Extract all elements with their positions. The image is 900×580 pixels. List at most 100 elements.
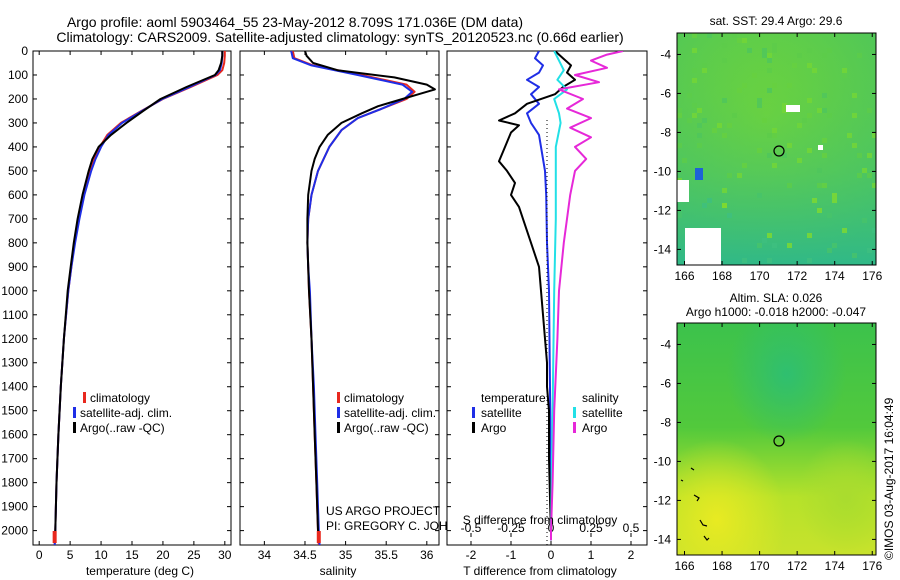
lon-tick-label: 166 — [674, 269, 694, 283]
sst-pixel — [712, 128, 717, 133]
difference-legend: temperature salinity satellite Argo sate… — [472, 391, 623, 435]
lat-tick-label: -14 — [654, 532, 672, 546]
depth-axis: 0 100 200 300 400 500 600 700 800 900 1000 1100 1200… — [1, 44, 231, 538]
sst-pixel — [797, 158, 802, 163]
sst-pixel — [782, 153, 787, 158]
sst-land-mask — [685, 228, 721, 265]
series-line-salinity-argo — [550, 51, 624, 541]
lat-tick-label: -10 — [654, 164, 672, 178]
legend-label-satellite: satellite-adj. clim. — [344, 406, 436, 420]
sst-pixel — [682, 158, 687, 163]
x-tick-label: 10 — [94, 548, 108, 562]
sst-pixel — [842, 73, 847, 78]
x-tick-label: 35 — [339, 548, 353, 562]
sst-pixel — [707, 198, 712, 203]
depth-tick-label: 500 — [8, 164, 28, 178]
legend-swatch-t-argo — [472, 422, 475, 433]
sst-pixel — [857, 173, 862, 178]
x-tick-label-T: -1 — [506, 548, 517, 562]
temperature-legend: climatology satellite-adj. clim. Argo(..… — [73, 391, 172, 435]
lat-tick-label: -8 — [660, 415, 671, 429]
sst-missing-data — [786, 105, 800, 112]
sst-pixel — [732, 33, 737, 38]
depth-tick-label: 400 — [8, 140, 28, 154]
depth-tick-label: 1800 — [1, 476, 28, 490]
sst-pixel — [722, 43, 727, 48]
legend-swatch-s-argo — [573, 422, 576, 433]
sst-pixel — [792, 63, 797, 68]
sst-pixel — [702, 118, 707, 123]
legend-swatch-climatology — [337, 392, 340, 403]
sst-cool-pixels — [695, 168, 703, 180]
lat-tick-label: -4 — [660, 47, 671, 61]
lon-tick-label: 168 — [712, 559, 732, 573]
series-line-argo-raw-qc- — [53, 51, 224, 541]
lon-tick-label: 168 — [712, 269, 732, 283]
sst-pixel — [722, 98, 727, 103]
sst-pixel — [677, 143, 682, 148]
sst-pixel — [772, 83, 777, 88]
sst-pixel — [742, 83, 747, 88]
sst-pixel — [872, 228, 876, 233]
sst-pixel — [757, 103, 762, 108]
imos-credit: ©IMOS 03-Aug-2017 16:04:49 — [882, 397, 896, 560]
sst-pixel — [817, 108, 822, 113]
difference-x-axis: -2 -1 0 1 2-0.5 -0.25 0 0.25 0.5 — [461, 521, 640, 562]
sst-pixel — [872, 133, 876, 138]
sst-pixel — [852, 143, 857, 148]
depth-tick-label: 700 — [8, 212, 28, 226]
legend-label-t-argo: Argo — [481, 421, 507, 435]
sst-pixel — [852, 113, 857, 118]
sst-pixel — [852, 93, 857, 98]
sla-map-title: Altim. SLA: 0.026 — [730, 291, 823, 305]
sst-pixel — [677, 113, 682, 118]
sst-pixel — [787, 243, 792, 248]
depth-tick-label: 100 — [8, 68, 28, 82]
legend-label-argo: Argo(..raw -QC) — [80, 421, 165, 435]
sst-pixel — [832, 193, 837, 198]
x-tick-label-S: 0.25 — [579, 521, 603, 535]
sst-pixel — [807, 233, 812, 238]
sst-missing-data — [818, 145, 823, 150]
depth-tick-label: 1100 — [2, 308, 28, 322]
sst-pixel — [747, 48, 752, 53]
sst-pixel — [827, 213, 832, 218]
sst-pixel — [807, 48, 812, 53]
sst-pixel — [867, 153, 872, 158]
x-tick-label: 20 — [156, 548, 170, 562]
sst-pixel — [707, 33, 712, 38]
sst-pixel — [807, 258, 812, 263]
x-tick-label-S: -0.5 — [461, 521, 482, 535]
lat-tick-label: -6 — [660, 86, 671, 100]
salinity-xlabel: salinity — [320, 564, 357, 578]
sst-pixel — [767, 133, 772, 138]
sst-pixel — [737, 173, 742, 178]
sla-map: Altim. SLA: 0.026 Argo h1000: -0.018 h20… — [654, 291, 883, 573]
temperature-axes-frame — [32, 50, 232, 546]
sst-pixel — [702, 203, 707, 208]
legend-swatch-satellite — [73, 407, 76, 418]
sst-pixel — [762, 48, 767, 53]
legend-label-satellite: satellite-adj. clim. — [80, 406, 172, 420]
island-coastlines — [680, 467, 710, 541]
sst-map-frame — [676, 32, 877, 266]
sst-pixel — [817, 168, 822, 173]
sst-pixel — [692, 33, 697, 38]
sst-pixel — [757, 98, 762, 103]
sst-pixel — [767, 153, 772, 158]
sst-pixel — [822, 53, 827, 58]
sst-map-title: sat. SST: 29.4 Argo: 29.6 — [710, 14, 843, 28]
sst-pixel — [772, 133, 777, 138]
x-tick-label-T: 1 — [588, 548, 595, 562]
series-line-salinity-satellite — [550, 51, 568, 541]
lon-tick-label: 174 — [825, 559, 845, 573]
difference-depth-ticks — [447, 50, 647, 532]
depth-tick-label: 1400 — [1, 380, 28, 394]
x-tick-label-S: -0.25 — [497, 521, 525, 535]
legend-title-salinity: salinity — [582, 391, 619, 405]
x-tick-label: 35.5 — [375, 548, 399, 562]
sst-pixel — [692, 113, 697, 118]
sst-pixel — [727, 213, 732, 218]
sst-pixel — [822, 108, 827, 113]
